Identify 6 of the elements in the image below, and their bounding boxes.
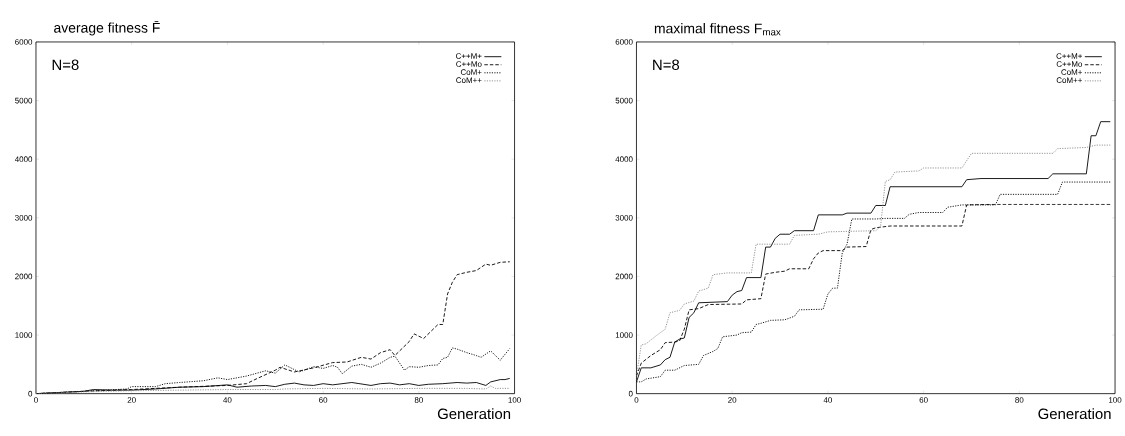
annotation: N=8 [52, 59, 79, 71]
x-axis-title: Generation [1038, 408, 1111, 420]
chart-title: maximal fitness F$_{max}$ [654, 23, 781, 36]
x-axis-title: Generation [437, 408, 511, 420]
chart-title: average fitness F̄ [54, 21, 160, 36]
annotation: N=8 [653, 59, 680, 71]
